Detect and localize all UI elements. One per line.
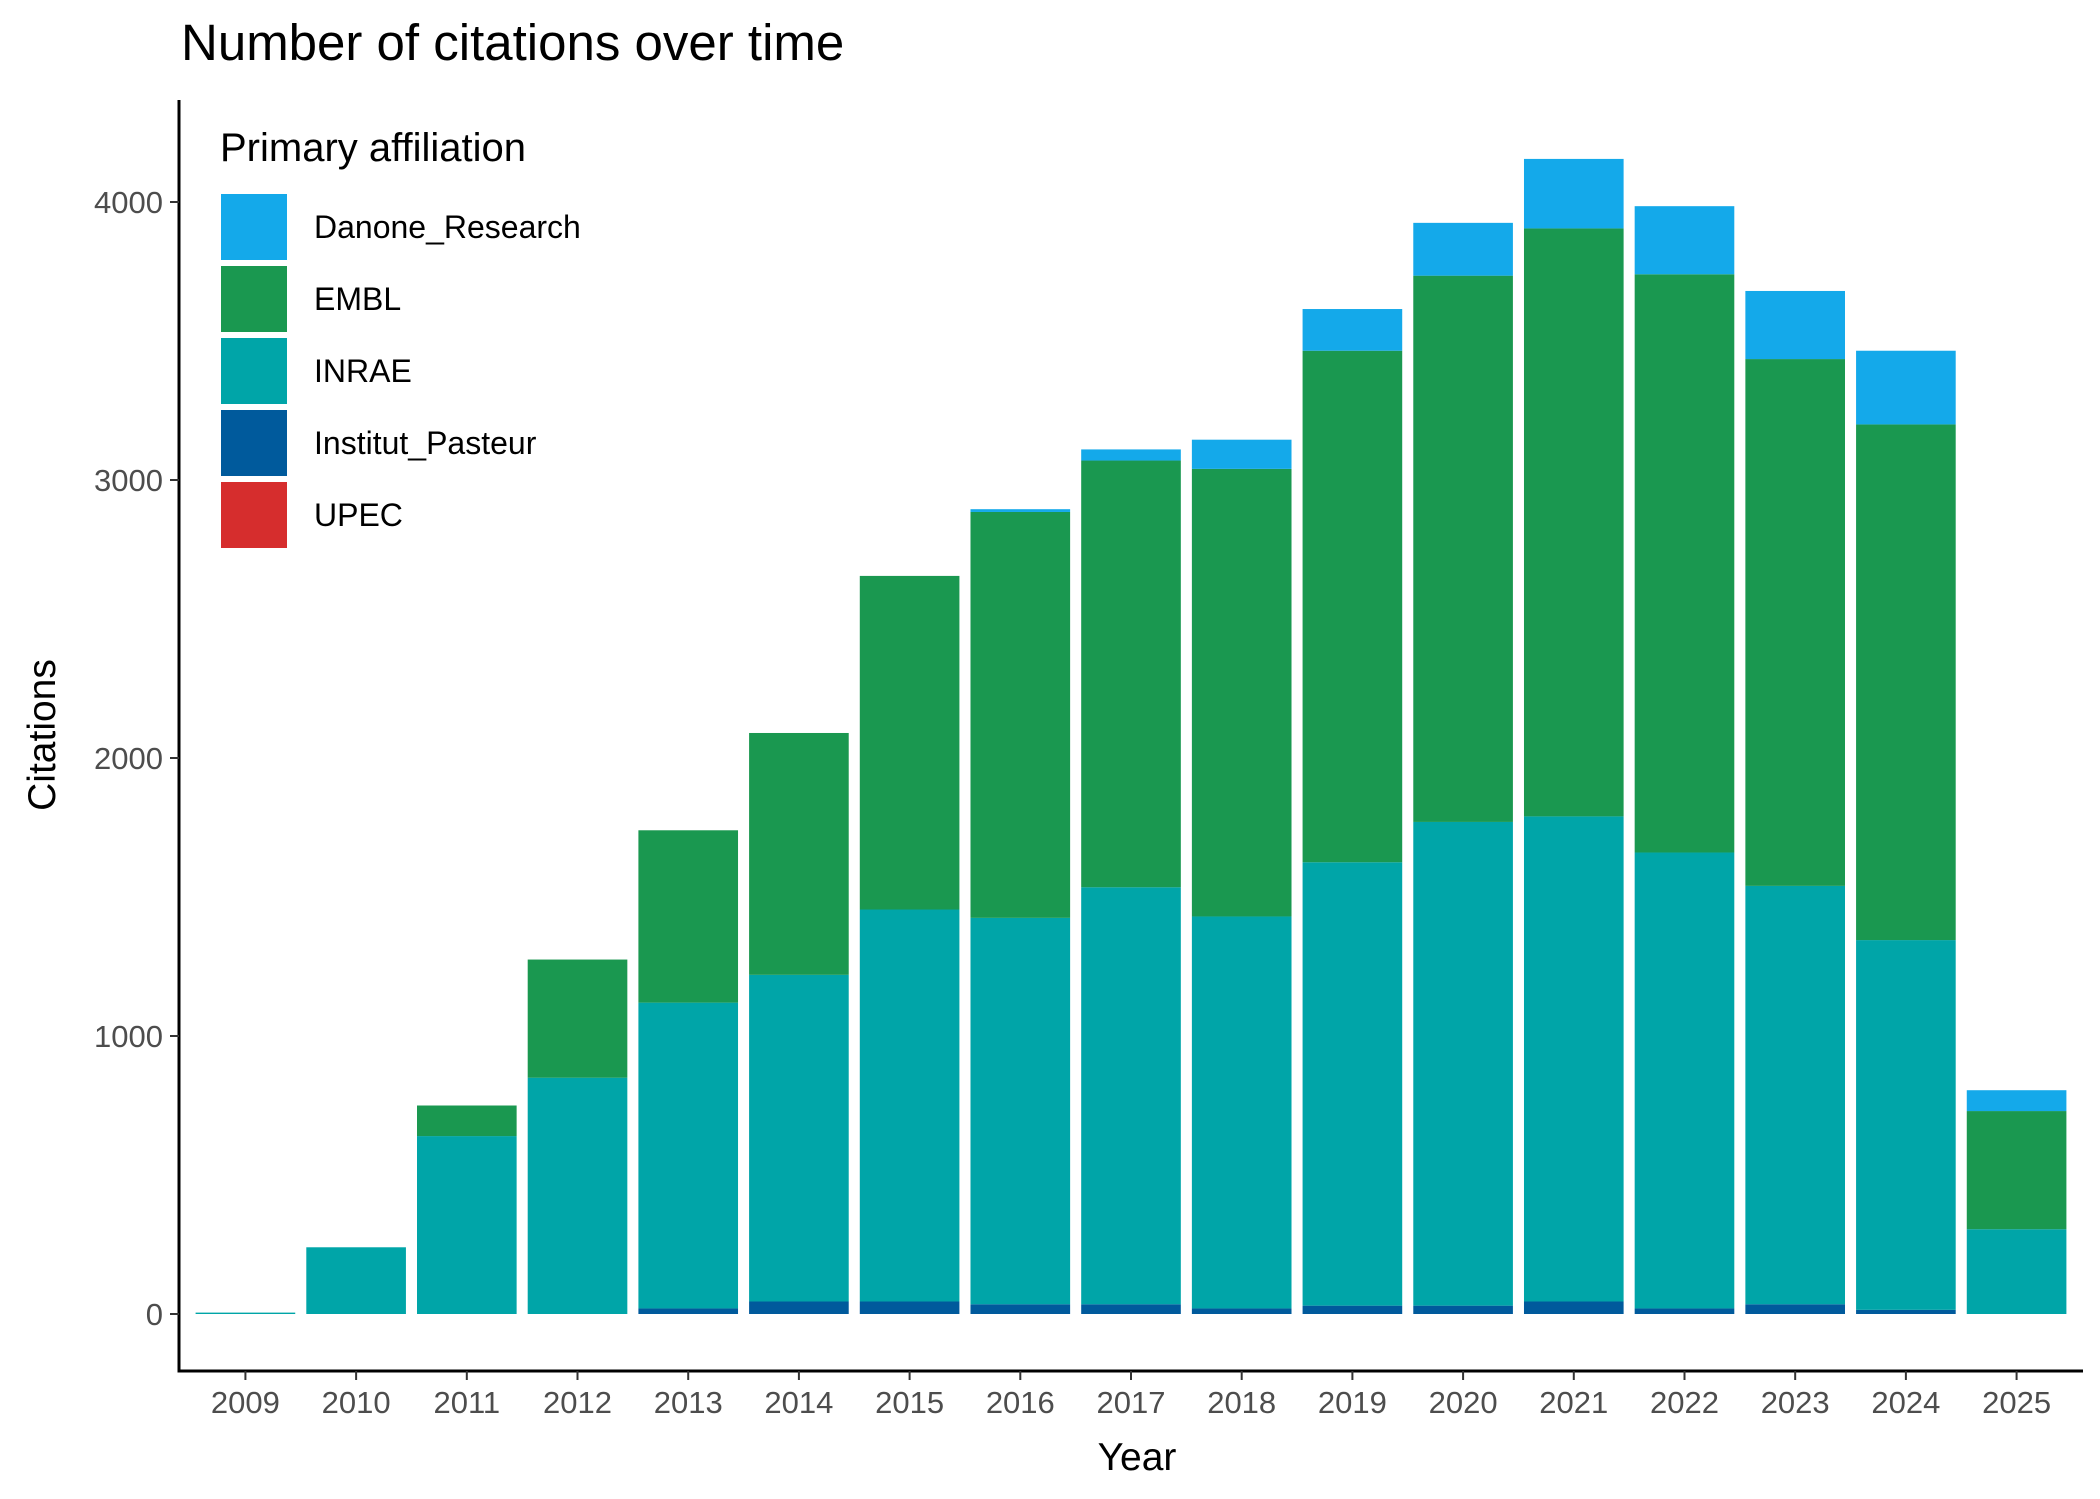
x-tick-label-2025: 2025 bbox=[1982, 1385, 2051, 1420]
legend-swatch-danone-research bbox=[221, 194, 287, 260]
x-tick-label-2020: 2020 bbox=[1429, 1385, 1498, 1420]
bar-institut-pasteur-2022 bbox=[1634, 1308, 1735, 1314]
legend-swatch-institut-pasteur bbox=[221, 410, 287, 476]
bar-inrae-2013 bbox=[638, 1002, 739, 1309]
bar-embl-2014 bbox=[749, 732, 849, 975]
x-tick-label-2009: 2009 bbox=[211, 1385, 280, 1420]
bar-inrae-2009 bbox=[195, 1312, 296, 1314]
bar-institut-pasteur-2018 bbox=[1191, 1308, 1292, 1314]
bar-institut-pasteur-2015 bbox=[859, 1301, 960, 1314]
legend-swatch-inrae bbox=[221, 338, 287, 404]
bar-danone-research-2017 bbox=[1081, 449, 1181, 461]
y-axis-title: Citations bbox=[21, 659, 64, 811]
y-tick-label-3000: 3000 bbox=[94, 463, 163, 498]
x-tick-label-2019: 2019 bbox=[1318, 1385, 1387, 1420]
bar-inrae-2022 bbox=[1634, 852, 1735, 1309]
bar-danone-research-2022 bbox=[1634, 206, 1735, 275]
x-tick-label-2021: 2021 bbox=[1539, 1385, 1608, 1420]
bar-inrae-2023 bbox=[1745, 885, 1845, 1305]
bar-inrae-2019 bbox=[1302, 862, 1403, 1306]
legend-swatch-embl bbox=[221, 266, 287, 332]
bar-embl-2019 bbox=[1302, 350, 1403, 863]
bars-layer bbox=[195, 158, 2067, 1314]
x-tick-label-2012: 2012 bbox=[543, 1385, 612, 1420]
y-tick-label-4000: 4000 bbox=[94, 185, 163, 220]
x-tick-label-2023: 2023 bbox=[1761, 1385, 1830, 1420]
bar-inrae-2010 bbox=[306, 1247, 406, 1314]
bar-danone-research-2019 bbox=[1302, 309, 1403, 351]
bar-embl-2021 bbox=[1523, 228, 1624, 817]
bar-embl-2024 bbox=[1856, 424, 1956, 941]
bar-institut-pasteur-2020 bbox=[1413, 1305, 1513, 1314]
bar-danone-research-2020 bbox=[1413, 222, 1513, 276]
bar-danone-research-2016 bbox=[970, 509, 1071, 512]
bar-inrae-2014 bbox=[749, 974, 849, 1302]
bar-institut-pasteur-2019 bbox=[1302, 1305, 1403, 1314]
y-tick-label-0: 0 bbox=[146, 1297, 163, 1332]
x-tick-label-2016: 2016 bbox=[986, 1385, 1055, 1420]
x-tick-label-2015: 2015 bbox=[875, 1385, 944, 1420]
bar-danone-research-2021 bbox=[1523, 158, 1624, 229]
bar-inrae-2025 bbox=[1966, 1229, 2067, 1314]
bar-embl-2023 bbox=[1745, 359, 1845, 886]
bar-institut-pasteur-2023 bbox=[1745, 1304, 1845, 1314]
x-tick-label-2013: 2013 bbox=[654, 1385, 723, 1420]
x-tick-label-2014: 2014 bbox=[764, 1385, 833, 1420]
bar-inrae-2011 bbox=[417, 1136, 517, 1314]
legend-label-institut-pasteur: Institut_Pasteur bbox=[314, 425, 537, 461]
bar-embl-2013 bbox=[638, 830, 739, 1003]
bar-embl-2018 bbox=[1191, 468, 1292, 917]
bar-danone-research-2024 bbox=[1856, 350, 1956, 425]
legend-label-inrae: INRAE bbox=[314, 353, 412, 389]
bar-institut-pasteur-2024 bbox=[1856, 1309, 1956, 1314]
legend-items: Danone_Research EMBL INRAE Institut_Pasteur… bbox=[221, 194, 581, 548]
bar-inrae-2016 bbox=[970, 917, 1071, 1305]
x-tick-label-2024: 2024 bbox=[1871, 1385, 1940, 1420]
bar-embl-2025 bbox=[1966, 1111, 2067, 1230]
bar-inrae-2012 bbox=[527, 1077, 628, 1314]
x-axis-title: Year bbox=[1098, 1436, 1177, 1479]
legend-swatch-upec bbox=[221, 482, 287, 548]
legend-label-embl: EMBL bbox=[314, 281, 401, 317]
bar-inrae-2018 bbox=[1191, 916, 1292, 1309]
x-tick-label-2022: 2022 bbox=[1650, 1385, 1719, 1420]
bar-danone-research-2018 bbox=[1191, 439, 1292, 469]
bar-inrae-2024 bbox=[1856, 940, 1956, 1310]
bar-embl-2016 bbox=[970, 511, 1071, 918]
bar-embl-2012 bbox=[527, 959, 628, 1078]
bar-danone-research-2025 bbox=[1966, 1090, 2067, 1112]
bar-inrae-2015 bbox=[859, 909, 960, 1302]
bar-embl-2020 bbox=[1413, 275, 1513, 822]
x-tick-label-2018: 2018 bbox=[1207, 1385, 1276, 1420]
bar-institut-pasteur-2013 bbox=[638, 1308, 739, 1314]
bar-embl-2015 bbox=[859, 575, 960, 910]
y-tick-label-2000: 2000 bbox=[94, 741, 163, 776]
bar-institut-pasteur-2021 bbox=[1523, 1301, 1624, 1314]
legend-title: Primary affiliation bbox=[220, 126, 526, 170]
bar-inrae-2021 bbox=[1523, 816, 1624, 1302]
bar-institut-pasteur-2017 bbox=[1081, 1304, 1181, 1314]
x-tick-label-2010: 2010 bbox=[322, 1385, 391, 1420]
bar-institut-pasteur-2014 bbox=[749, 1301, 849, 1314]
legend-label-danone-research: Danone_Research bbox=[314, 209, 581, 245]
legend: Primary affiliation Danone_Research EMBL I… bbox=[220, 126, 581, 548]
bar-embl-2022 bbox=[1634, 274, 1735, 853]
bar-inrae-2017 bbox=[1081, 887, 1181, 1305]
bar-inrae-2020 bbox=[1413, 821, 1513, 1306]
bar-institut-pasteur-2016 bbox=[970, 1304, 1071, 1314]
y-tick-label-1000: 1000 bbox=[94, 1019, 163, 1054]
x-tick-label-2017: 2017 bbox=[1097, 1385, 1166, 1420]
bar-embl-2017 bbox=[1081, 460, 1181, 888]
legend-label-upec: UPEC bbox=[314, 497, 403, 533]
axes-layer: 0 1000 2000 3000 4000 2009 2010 2011 2012 2013 201… bbox=[94, 100, 2083, 1420]
bar-embl-2011 bbox=[417, 1105, 517, 1137]
chart-title: Number of citations over time bbox=[181, 14, 844, 71]
x-tick-label-2011: 2011 bbox=[433, 1385, 500, 1420]
bar-danone-research-2023 bbox=[1745, 290, 1845, 360]
